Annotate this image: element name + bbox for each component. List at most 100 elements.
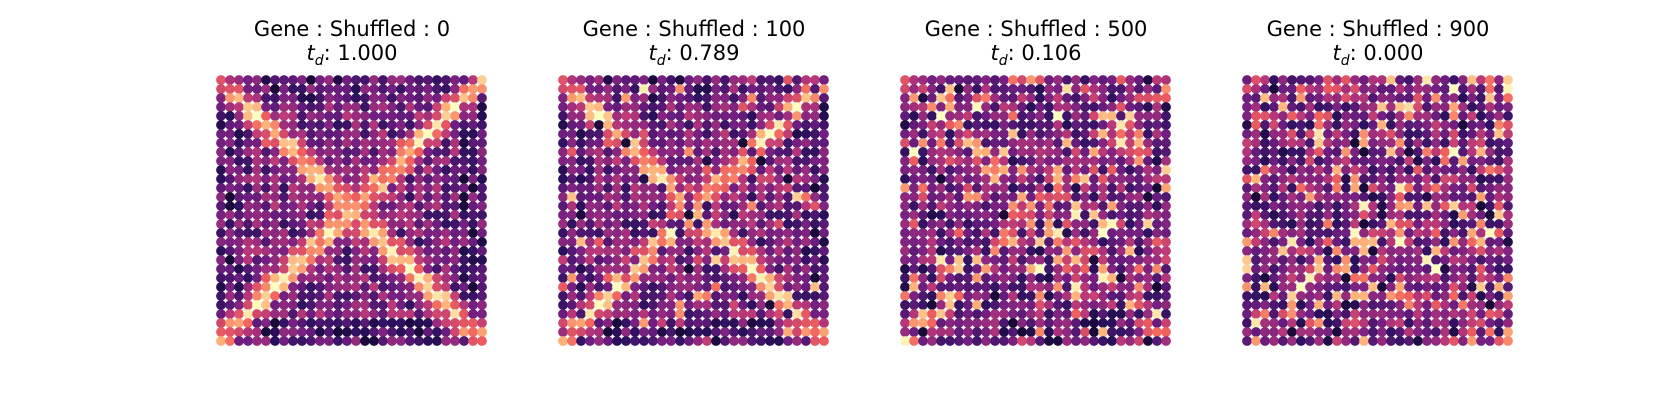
spot <box>981 93 991 103</box>
spot <box>657 273 667 283</box>
spot <box>693 183 703 193</box>
spot <box>945 192 955 202</box>
spot <box>396 282 406 292</box>
spot <box>936 129 946 139</box>
spot <box>1377 327 1387 337</box>
spot <box>729 336 739 346</box>
spot <box>945 120 955 130</box>
spot <box>1323 156 1333 166</box>
spot <box>306 93 316 103</box>
spot <box>1152 210 1162 220</box>
spot <box>261 255 271 265</box>
spot <box>729 219 739 229</box>
spot <box>1458 264 1468 274</box>
spot <box>1314 237 1324 247</box>
spot <box>1404 228 1414 238</box>
spot <box>468 228 478 238</box>
spot <box>1062 255 1072 265</box>
spot <box>279 327 289 337</box>
spot <box>1494 129 1504 139</box>
spot <box>423 300 433 310</box>
spot <box>468 75 478 85</box>
spot <box>1098 219 1108 229</box>
spot <box>1008 264 1018 274</box>
spot <box>360 237 370 247</box>
spot <box>783 219 793 229</box>
spot <box>990 327 1000 337</box>
spot <box>1332 309 1342 319</box>
spot <box>594 192 604 202</box>
spot <box>783 165 793 175</box>
spot <box>666 246 676 256</box>
spot <box>1359 291 1369 301</box>
spot <box>1413 120 1423 130</box>
spot <box>1134 282 1144 292</box>
spot <box>1476 129 1486 139</box>
spot <box>324 327 334 337</box>
spot <box>594 201 604 211</box>
spot <box>1314 210 1324 220</box>
spot <box>1323 309 1333 319</box>
spot <box>603 300 613 310</box>
spot <box>918 210 928 220</box>
spot <box>405 327 415 337</box>
spot <box>567 165 577 175</box>
spot <box>306 111 316 121</box>
spot <box>693 192 703 202</box>
spot <box>1035 309 1045 319</box>
spot <box>225 255 235 265</box>
spot <box>216 75 226 85</box>
spot <box>1503 255 1513 265</box>
spot <box>225 183 235 193</box>
spot <box>324 246 334 256</box>
spot <box>963 111 973 121</box>
spot <box>225 300 235 310</box>
spot <box>315 309 325 319</box>
spot <box>378 264 388 274</box>
spot <box>1242 264 1252 274</box>
spot <box>1251 120 1261 130</box>
spot <box>900 174 910 184</box>
spot <box>468 336 478 346</box>
spot <box>1305 237 1315 247</box>
spot <box>360 309 370 319</box>
spot <box>1053 129 1063 139</box>
spot <box>909 129 919 139</box>
spot <box>387 255 397 265</box>
spot <box>252 174 262 184</box>
spot <box>1494 165 1504 175</box>
spot <box>756 84 766 94</box>
spot <box>1143 174 1153 184</box>
spot <box>981 228 991 238</box>
spot <box>747 300 757 310</box>
spot <box>1242 129 1252 139</box>
metric-symbol: t <box>306 41 315 65</box>
spot <box>693 129 703 139</box>
spot <box>441 300 451 310</box>
spot <box>1062 165 1072 175</box>
spot <box>1053 336 1063 346</box>
spot <box>1251 93 1261 103</box>
spot <box>747 327 757 337</box>
spot <box>432 102 442 112</box>
spot <box>900 84 910 94</box>
spot <box>1260 219 1270 229</box>
spot <box>378 93 388 103</box>
spot <box>1467 246 1477 256</box>
spot <box>1323 219 1333 229</box>
spot <box>1053 156 1063 166</box>
spot <box>252 210 262 220</box>
spot <box>1107 129 1117 139</box>
spot <box>432 291 442 301</box>
spot <box>738 129 748 139</box>
spot <box>1251 111 1261 121</box>
spot <box>801 129 811 139</box>
spot <box>396 84 406 94</box>
spot <box>288 264 298 274</box>
spot <box>1485 273 1495 283</box>
spot <box>270 84 280 94</box>
spot <box>360 165 370 175</box>
spot <box>738 183 748 193</box>
spot <box>909 201 919 211</box>
spot <box>630 246 640 256</box>
